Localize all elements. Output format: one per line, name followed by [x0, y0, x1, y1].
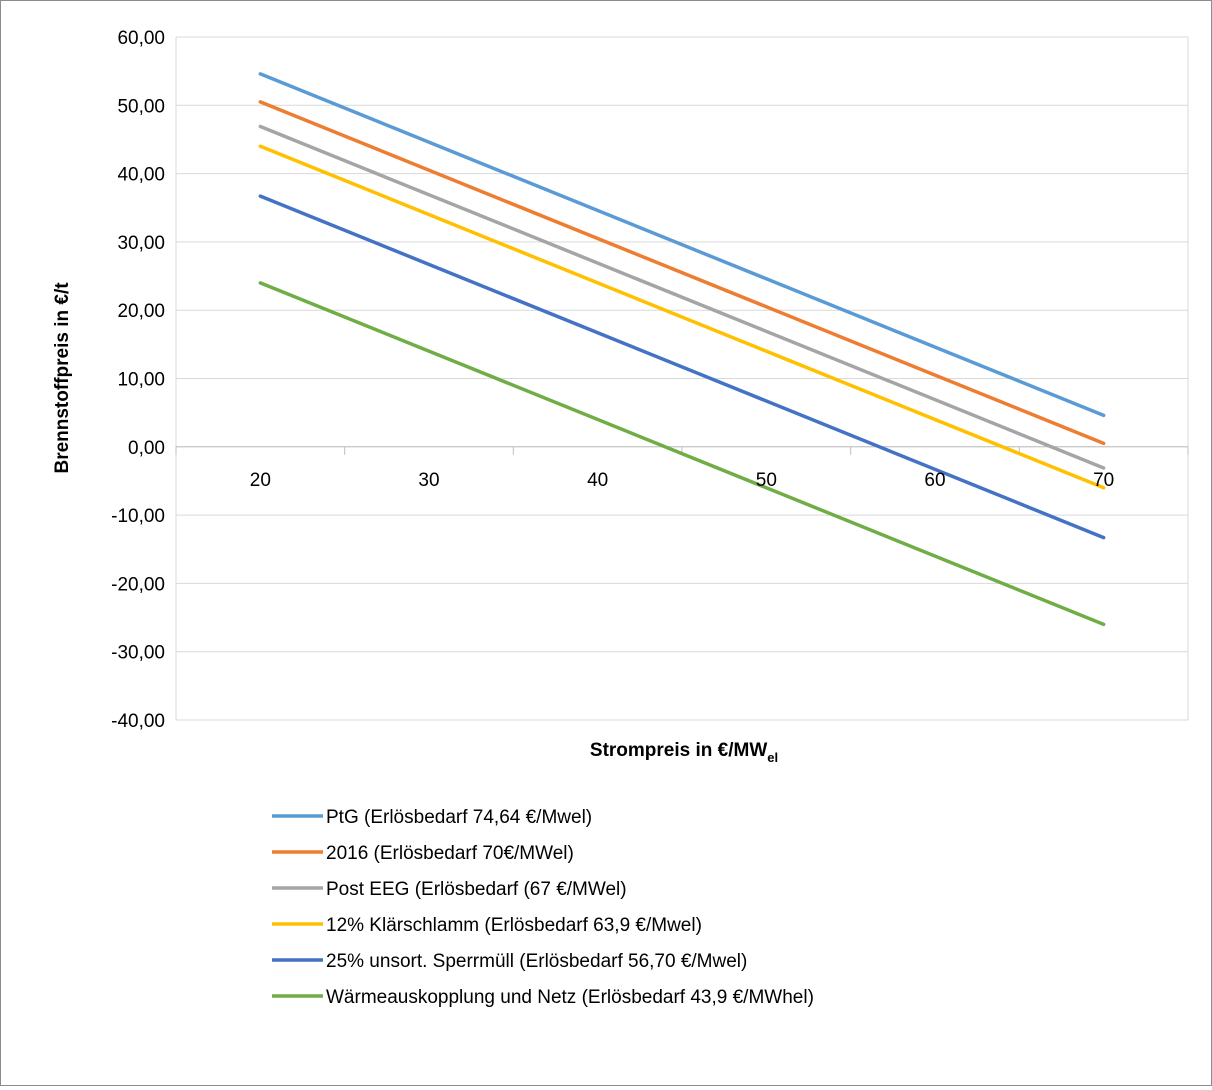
- x-tick-label: 20: [250, 470, 271, 491]
- x-tick-label: 70: [1093, 470, 1114, 491]
- series-lines: [258, 72, 1106, 627]
- x-axis: [175, 446, 1189, 455]
- y-tick-labels: 60,00 50,00 40,00 30,00 20,00 10,00 0,00 -10,00…: [111, 28, 165, 732]
- y-tick-label: 50,00: [117, 96, 165, 117]
- series-line-4: [258, 144, 1106, 490]
- y-tick-label: 10,00: [117, 370, 165, 391]
- y-tick-label: 20,00: [117, 301, 165, 322]
- series-line-2: [258, 100, 1106, 446]
- legend-label-2: 2016 (Erlösbedarf 70€/MWel): [326, 843, 574, 864]
- y-tick-label: -20,00: [111, 574, 165, 595]
- y-tick-label: -30,00: [111, 643, 165, 664]
- y-tick-label: 0,00: [128, 438, 165, 459]
- legend-label-1: PtG (Erlösbedarf 74,64 €/Mwel): [326, 807, 592, 828]
- series-line-1: [258, 72, 1106, 418]
- x-tick-label: 60: [924, 470, 945, 491]
- series-line-5: [258, 194, 1106, 540]
- y-axis-title: Brennstoffpreis in €/t: [52, 282, 73, 474]
- y-tick-label: 60,00: [117, 28, 165, 49]
- x-tick-label: 50: [756, 470, 777, 491]
- legend: PtG (Erlösbedarf 74,64 €/Mwel) 2016 (Erlö…: [272, 807, 814, 1008]
- legend-label-4: 12% Klärschlamm (Erlösbedarf 63,9 €/Mwel…: [326, 915, 702, 936]
- y-tick-label: -40,00: [111, 711, 165, 732]
- y-tick-label: 40,00: [117, 165, 165, 186]
- y-tick-label: -10,00: [111, 506, 165, 527]
- legend-label-5: 25% unsort. Sperrmüll (Erlösbedarf 56,70…: [326, 951, 747, 972]
- gridlines: [175, 36, 1189, 721]
- series-line-3: [258, 124, 1106, 470]
- x-axis-title-subscript: el: [767, 750, 778, 765]
- y-tick-label: 30,00: [117, 233, 165, 254]
- legend-label-3: Post EEG (Erlösbedarf (67 €/MWel): [326, 879, 627, 900]
- legend-label-6: Wärmeauskopplung und Netz (Erlösbedarf 4…: [326, 987, 814, 1008]
- series-line-6: [258, 281, 1106, 627]
- x-tick-label: 30: [418, 470, 439, 491]
- x-tick-label: 40: [587, 470, 608, 491]
- x-axis-title-main: Strompreis in €/MW: [590, 740, 767, 761]
- x-axis-title: Strompreis in €/MWel: [590, 740, 778, 765]
- x-tick-labels: 20 30 40 50 60 70: [250, 470, 1114, 491]
